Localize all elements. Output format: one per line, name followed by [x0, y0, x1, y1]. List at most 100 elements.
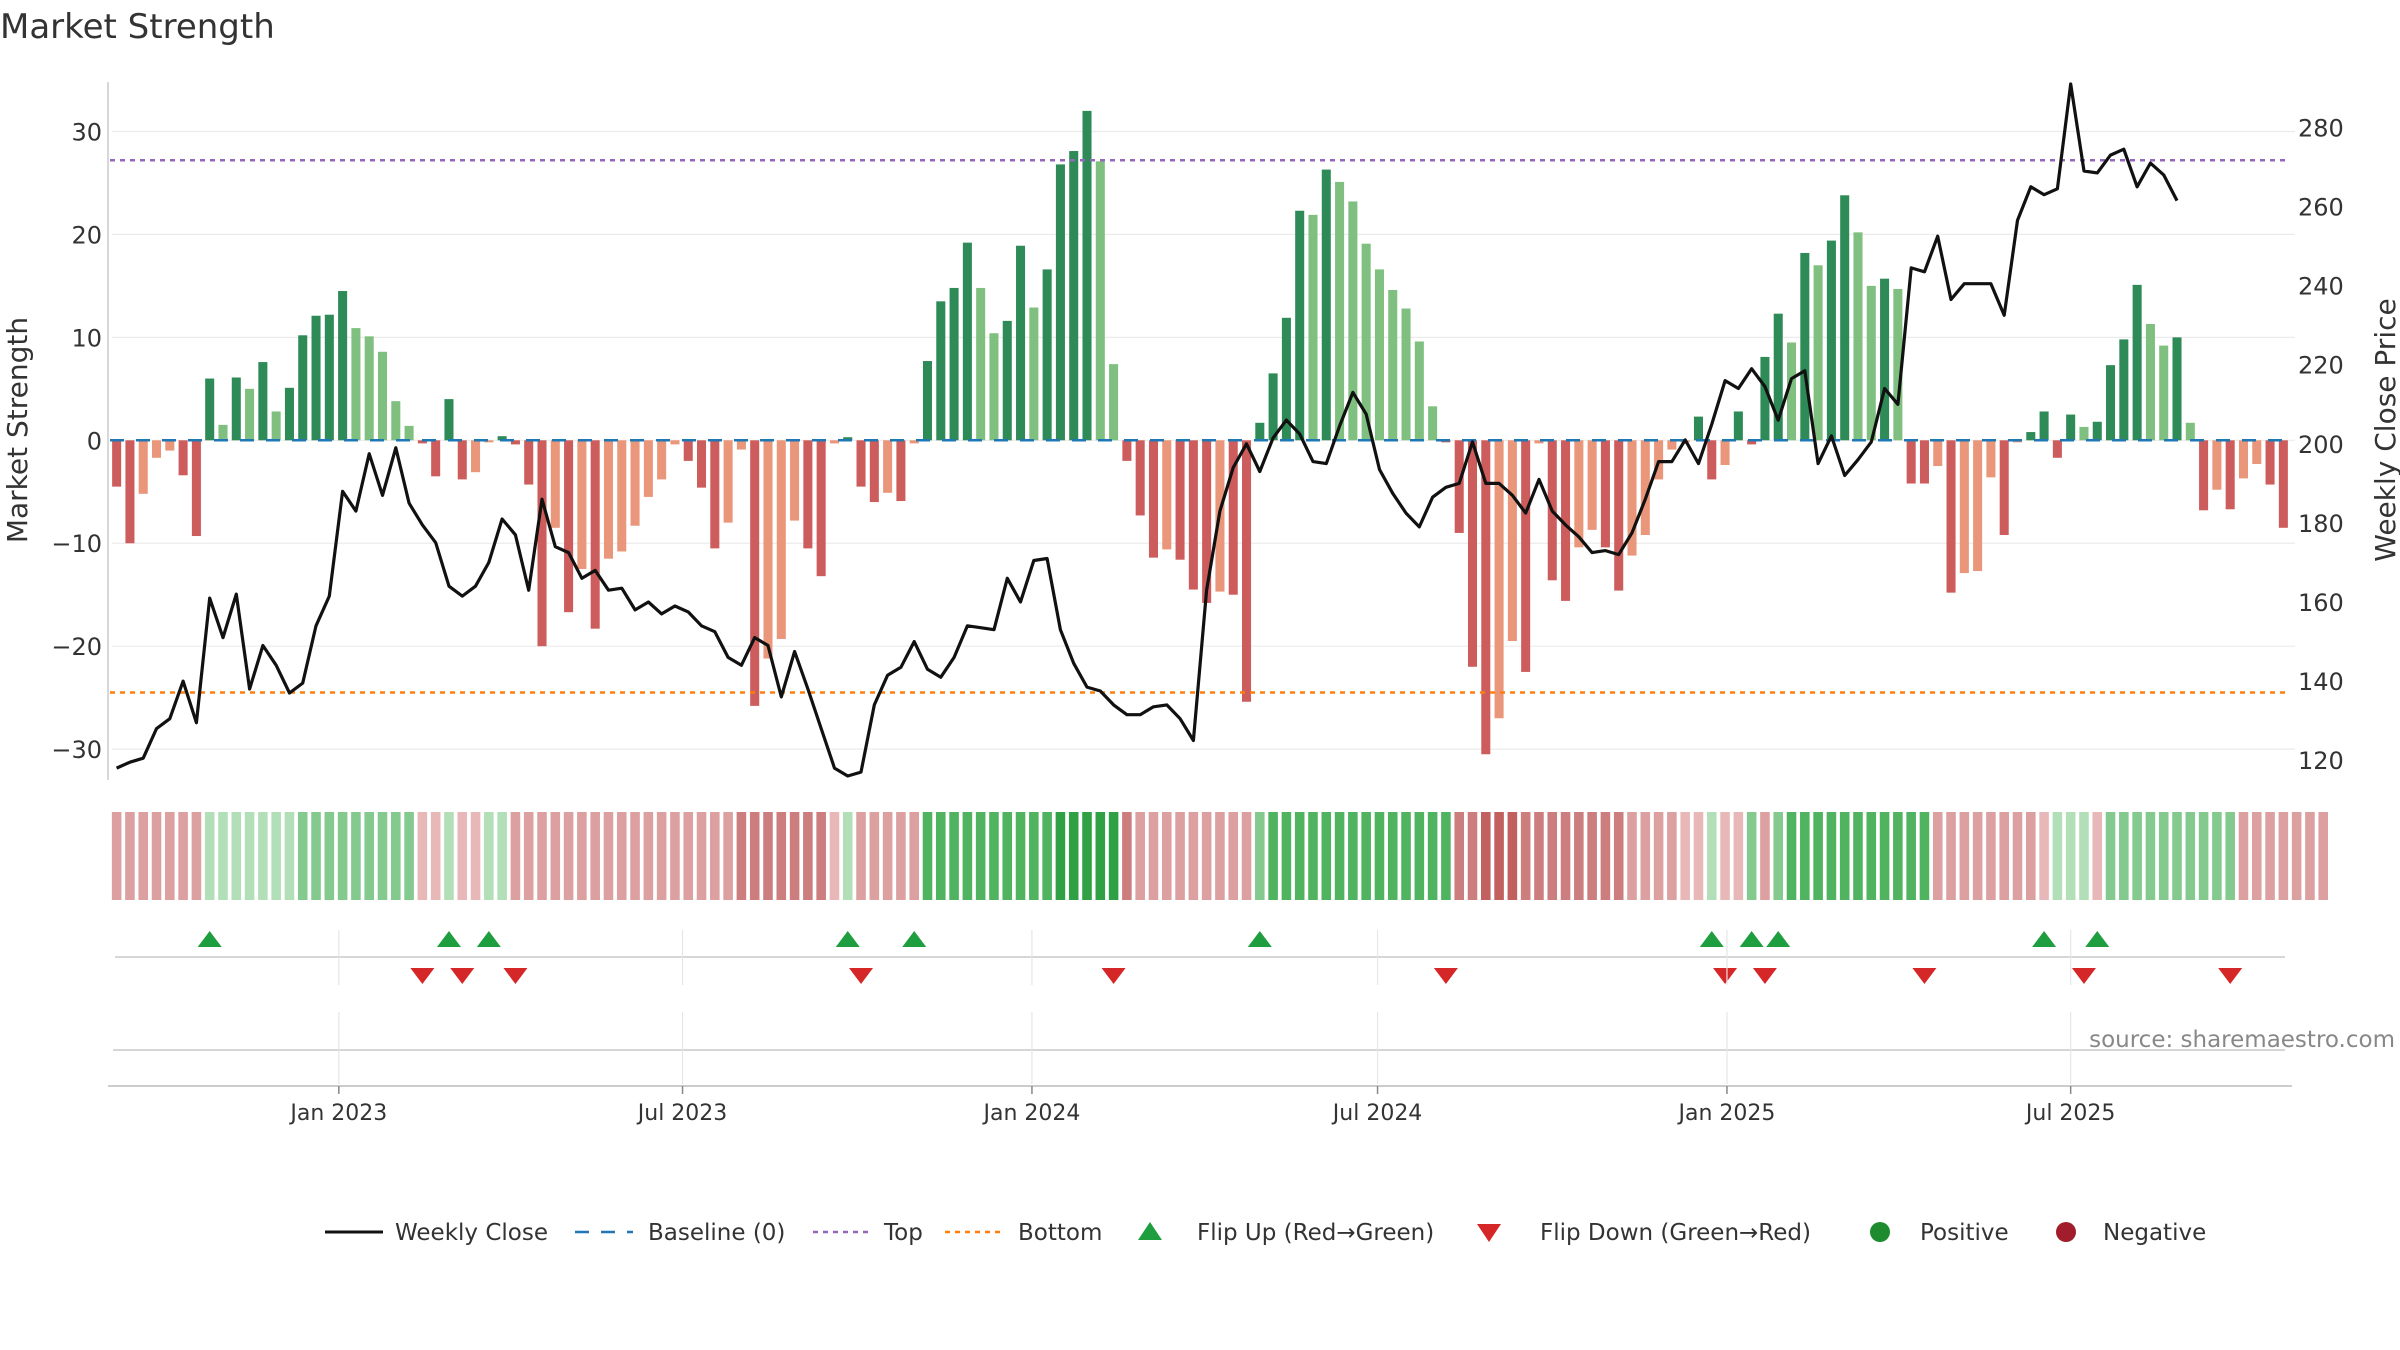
left-tick-label: 20 [71, 221, 102, 249]
legend-positive-swatch [1870, 1222, 1890, 1242]
right-tick-label: 140 [2298, 668, 2344, 696]
regime-cell [138, 812, 149, 900]
strength-bar [245, 388, 255, 441]
regime-cell [856, 812, 866, 900]
regime-cell [364, 812, 374, 900]
left-tick-label: −30 [51, 736, 102, 764]
strength-bar [1042, 269, 1052, 441]
legend-label: Top [883, 1220, 923, 1246]
regime-cell [1374, 812, 1385, 900]
left-tick-label: 30 [71, 118, 102, 146]
regime-cell [297, 812, 308, 900]
legend-negative-swatch [2056, 1222, 2076, 1242]
regime-cell [271, 812, 281, 900]
regime-cell [2145, 812, 2156, 900]
regime-cell [2305, 812, 2315, 900]
legend-label: Positive [1920, 1220, 2009, 1246]
regime-cell [550, 812, 561, 900]
right-tick-label: 220 [2298, 352, 2344, 380]
strength-bar [2119, 339, 2129, 441]
strength-bar [1534, 440, 1544, 444]
regime-cell [563, 812, 574, 900]
source-credit: source: sharemaestro.com [2089, 1027, 2395, 1053]
strength-bar [670, 440, 680, 445]
flip-up-marker [476, 931, 501, 947]
right-tick-label: 160 [2298, 589, 2344, 617]
flip-up-marker [2085, 931, 2110, 947]
regime-cell [258, 812, 268, 900]
strength-bar [1747, 440, 1757, 445]
strength-bar [1414, 341, 1424, 441]
strength-bar [949, 287, 959, 441]
legend-label: Weekly Close [395, 1220, 548, 1246]
regime-cell [1986, 812, 1996, 900]
strength-bar [643, 440, 653, 497]
regime-cell [151, 812, 162, 900]
strength-bar [2172, 337, 2182, 441]
strength-bar [1614, 440, 1624, 591]
regime-cell [577, 812, 587, 900]
regime-cell [723, 812, 733, 900]
strength-bar [377, 351, 388, 441]
strength-bar [1268, 373, 1278, 441]
flip-up-marker [902, 931, 927, 947]
strength-bar [178, 440, 188, 476]
regime-cell [1401, 812, 1411, 900]
regime-cell [1361, 812, 1371, 900]
strength-bar [1933, 440, 1943, 467]
regime-cell [1029, 812, 1039, 900]
regime-cell [1640, 812, 1651, 900]
regime-cell [125, 812, 135, 900]
regime-cell [1268, 812, 1278, 900]
regime-cell [1893, 812, 1903, 900]
regime-cell [1853, 812, 1863, 900]
regime-cell [2318, 812, 2329, 900]
regime-cell [2265, 812, 2275, 900]
regime-cell [842, 812, 853, 900]
strength-bar [2079, 426, 2089, 441]
right-tick-label: 240 [2298, 273, 2344, 301]
strength-bar [630, 440, 640, 526]
regime-cell [1932, 812, 1943, 900]
strength-bar [1600, 440, 1610, 548]
flip-down-marker [1433, 968, 1458, 984]
strength-bar [1481, 440, 1491, 755]
legend-flip-down-swatch [1477, 1224, 1501, 1242]
strength-bar [1640, 440, 1650, 535]
strength-bar [829, 440, 839, 444]
strength-bar [152, 440, 162, 458]
regime-cell [510, 812, 521, 900]
regime-cell [816, 812, 826, 900]
strength-bar [590, 440, 600, 629]
x-axis-ticks: Jan 2023 Jul 2023 Jan 2024 Jul 2024 Jan 2025… [288, 1086, 2115, 1126]
strength-bar [1587, 440, 1597, 530]
flip-down-marker [849, 968, 874, 984]
right-tick-label: 180 [2298, 510, 2344, 538]
strength-bar [2225, 440, 2235, 510]
strength-bar [1693, 416, 1703, 441]
regime-cell [2119, 812, 2129, 900]
regime-cell [1800, 812, 1810, 900]
strength-bar [577, 440, 587, 569]
strength-bar [1906, 440, 1916, 484]
strength-bar [1321, 169, 1331, 441]
regime-cell [2291, 812, 2302, 900]
regime-strip [111, 812, 2329, 900]
strength-bar [710, 440, 720, 549]
regime-cell [590, 812, 600, 900]
regime-cell [2026, 812, 2036, 900]
strength-bar [603, 440, 613, 559]
strength-bar [736, 440, 746, 450]
strength-bar [1308, 214, 1318, 441]
right-tick-label: 120 [2298, 747, 2344, 775]
regime-cell [191, 812, 202, 900]
legend-label: Negative [2103, 1220, 2206, 1246]
legend-label: Bottom [1018, 1220, 1102, 1246]
strength-bar [2052, 440, 2062, 458]
regime-cell [2105, 812, 2116, 900]
weekly-close-line [115, 82, 2179, 778]
weekly-close-series [115, 82, 2179, 778]
regime-cell [803, 812, 813, 900]
flip-up-marker [1766, 931, 1791, 947]
strength-bar [2066, 414, 2076, 441]
